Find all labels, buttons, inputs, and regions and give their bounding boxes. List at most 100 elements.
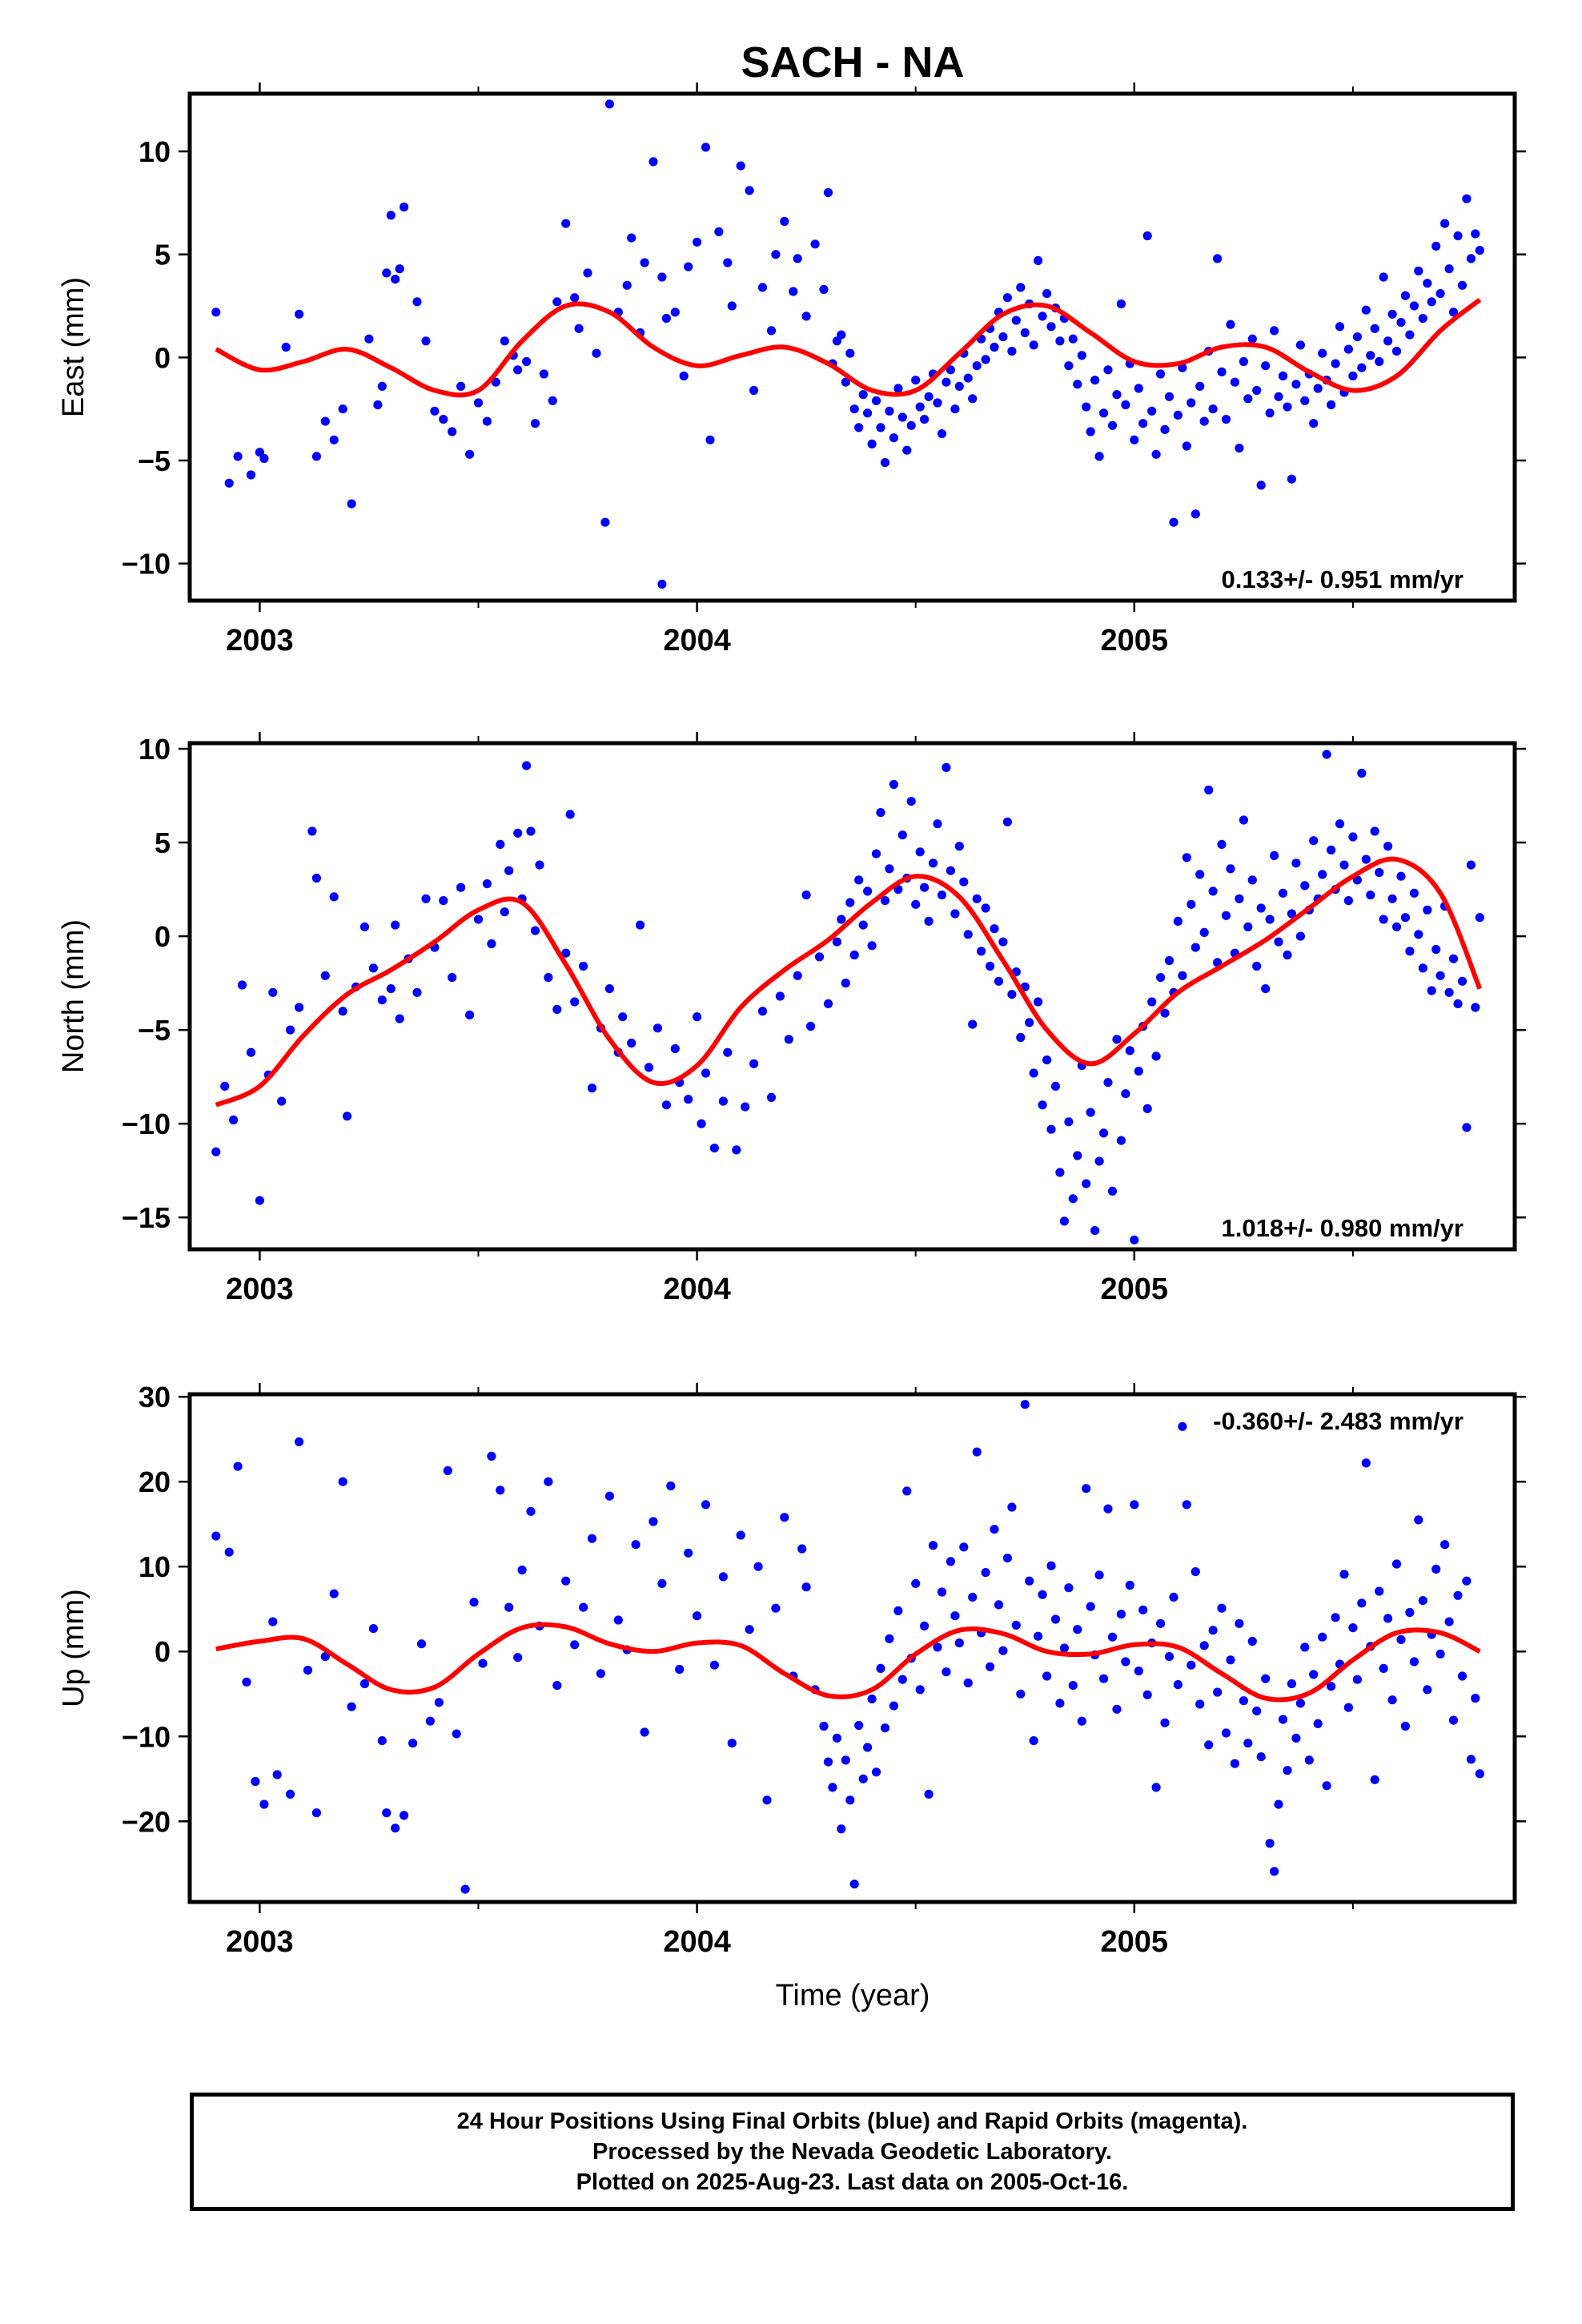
data-point <box>924 916 934 926</box>
data-point <box>741 1102 750 1112</box>
data-point <box>482 879 492 889</box>
data-point <box>469 1598 479 1607</box>
data-point <box>1099 1674 1109 1683</box>
north-frame <box>187 741 1517 1252</box>
data-point <box>1366 351 1375 360</box>
data-point <box>627 1038 636 1048</box>
data-point <box>1147 997 1157 1007</box>
data-point <box>1357 363 1367 372</box>
data-point <box>718 1096 729 1106</box>
data-point <box>211 1147 221 1156</box>
data-point <box>539 369 549 379</box>
data-point <box>277 1096 287 1106</box>
data-point <box>1199 416 1209 426</box>
data-point <box>1448 954 1459 963</box>
footer-box: 24 Hour Positions Using Final Orbits (bl… <box>190 2093 1515 2211</box>
east-y-axis-label: East (mm) <box>57 277 90 417</box>
data-point <box>579 1602 588 1612</box>
data-point <box>456 883 466 892</box>
data-point <box>1300 1642 1310 1652</box>
data-point <box>1191 1567 1200 1577</box>
data-point <box>823 187 833 198</box>
data-point <box>1313 1719 1323 1728</box>
data-point <box>295 309 304 319</box>
data-point <box>1204 785 1214 795</box>
data-point <box>386 984 396 994</box>
data-point <box>1064 1583 1074 1593</box>
data-point <box>736 161 745 171</box>
data-point <box>1230 377 1239 387</box>
data-point <box>229 1115 239 1125</box>
data-point <box>522 356 532 367</box>
data-point <box>1173 410 1182 420</box>
data-point <box>661 313 672 324</box>
data-point <box>1475 1769 1484 1779</box>
data-point <box>1357 768 1367 778</box>
data-point <box>552 1004 562 1014</box>
data-point <box>1352 332 1362 342</box>
x-tick-label: 2005 <box>1101 624 1169 657</box>
data-point <box>841 1755 850 1765</box>
data-point <box>766 326 777 336</box>
data-point <box>1352 1675 1362 1684</box>
data-point <box>1011 316 1021 325</box>
data-point <box>1309 1670 1319 1679</box>
data-point <box>1457 280 1468 290</box>
data-point <box>1431 241 1441 251</box>
data-point <box>745 1625 754 1634</box>
data-point <box>1064 1117 1074 1127</box>
data-point <box>1318 870 1327 879</box>
data-point <box>1295 340 1305 350</box>
data-point <box>693 237 702 247</box>
y-tick-label: 0 <box>155 1635 171 1668</box>
data-point <box>854 875 864 885</box>
data-point <box>1252 385 1262 396</box>
y-tick-label: −15 <box>122 1201 171 1234</box>
data-point <box>1221 415 1231 424</box>
data-point <box>368 963 378 973</box>
data-point <box>233 1462 243 1471</box>
data-point <box>714 227 724 236</box>
data-point <box>561 948 571 958</box>
data-point <box>924 1789 934 1799</box>
data-point <box>863 408 873 418</box>
data-point <box>535 860 544 870</box>
data-point <box>1414 1515 1423 1525</box>
data-point <box>1055 1168 1065 1177</box>
data-point <box>382 1808 391 1818</box>
y-tick-label: 0 <box>155 920 171 953</box>
data-point <box>906 797 916 806</box>
data-point <box>460 1884 470 1894</box>
data-point <box>286 1025 295 1035</box>
data-point <box>1011 1620 1021 1630</box>
data-point <box>1121 1089 1130 1099</box>
data-point <box>801 891 811 900</box>
data-point <box>1409 888 1419 898</box>
data-point <box>1199 1641 1209 1651</box>
data-point <box>1435 289 1445 299</box>
data-point <box>1082 402 1091 412</box>
data-point <box>1283 1766 1292 1775</box>
data-point <box>946 365 955 375</box>
data-point <box>211 308 221 317</box>
data-point <box>487 939 496 949</box>
data-point <box>1103 1078 1113 1088</box>
data-point <box>1116 299 1126 309</box>
data-point <box>942 762 951 773</box>
data-point <box>889 1701 898 1711</box>
data-point <box>1291 380 1301 389</box>
data-point <box>1204 1740 1214 1750</box>
data-point <box>990 924 999 934</box>
data-point <box>320 971 330 980</box>
data-point <box>1379 1663 1388 1673</box>
data-point <box>1256 903 1266 913</box>
data-point <box>871 396 881 405</box>
data-point <box>1448 1715 1459 1725</box>
data-point <box>1191 943 1200 952</box>
data-point <box>400 202 409 212</box>
data-point <box>272 1770 282 1779</box>
data-point <box>954 1638 964 1648</box>
data-point <box>1164 1652 1174 1662</box>
y-tick-label: −10 <box>122 548 171 581</box>
data-point <box>640 258 649 267</box>
